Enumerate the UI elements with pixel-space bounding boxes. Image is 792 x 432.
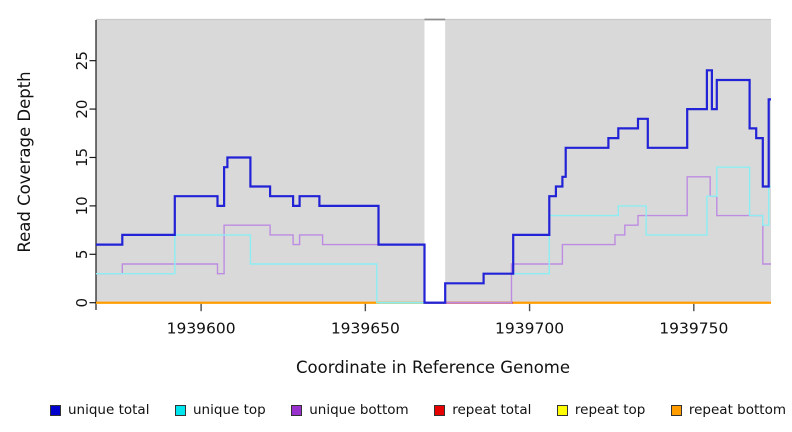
- y-tick-label: 0: [73, 298, 91, 308]
- legend-item-repeat-top: repeat top: [556, 402, 646, 418]
- coverage-gap-mask: [424, 20, 446, 304]
- legend-item-unique-top: unique top: [175, 402, 266, 418]
- legend-swatch-repeat-top: [556, 404, 568, 416]
- legend-swatch-unique-top: [175, 404, 186, 416]
- legend-item-repeat-bottom: repeat bottom: [670, 402, 786, 418]
- legend-label: unique total: [68, 402, 150, 418]
- x-tick-label: 1939700: [495, 320, 564, 338]
- series-unique-bottom-line: [96, 176, 771, 304]
- legend-item-repeat-total: repeat total: [434, 402, 531, 418]
- series-unique-total-line: [96, 69, 771, 304]
- legend-label: repeat top: [574, 402, 646, 418]
- chart-generated-layers: 0 5 10 15 20 25 1939600 1939650 1939700 1939750: [73, 18, 771, 338]
- x-tick-label: 1939750: [659, 320, 728, 338]
- legend-item-unique-bottom: unique bottom: [291, 402, 409, 418]
- chart-legend: unique total unique top unique bottom repea…: [50, 402, 786, 418]
- legend-label: repeat total: [452, 402, 532, 418]
- legend-swatch-unique-bottom: [291, 404, 303, 416]
- y-tick-label: 10: [73, 196, 91, 215]
- x-tick-label: 1939650: [331, 320, 400, 338]
- x-axis-title: Coordinate in Reference Genome: [296, 358, 570, 377]
- y-tick-label: 5: [73, 250, 91, 260]
- y-tick-label: 20: [73, 100, 91, 119]
- legend-swatch-unique-total: [50, 404, 61, 416]
- y-axis-title: Read Coverage Depth: [15, 71, 34, 252]
- y-tick-label: 15: [73, 148, 91, 167]
- y-tick-label: 25: [73, 51, 91, 70]
- coverage-chart: 0 5 10 15 20 25 1939600 1939650 1939700 1939750 R…: [15, 18, 771, 377]
- x-tick-label: 1939600: [167, 320, 236, 338]
- legend-item-unique-total: unique total: [50, 402, 149, 418]
- series-unique-top-line: [96, 166, 771, 304]
- legend-swatch-repeat-bottom: [670, 404, 682, 416]
- legend-label: repeat bottom: [688, 402, 786, 418]
- legend-label: unique top: [193, 402, 266, 418]
- legend-label: unique bottom: [309, 402, 409, 418]
- legend-swatch-repeat-total: [434, 404, 446, 416]
